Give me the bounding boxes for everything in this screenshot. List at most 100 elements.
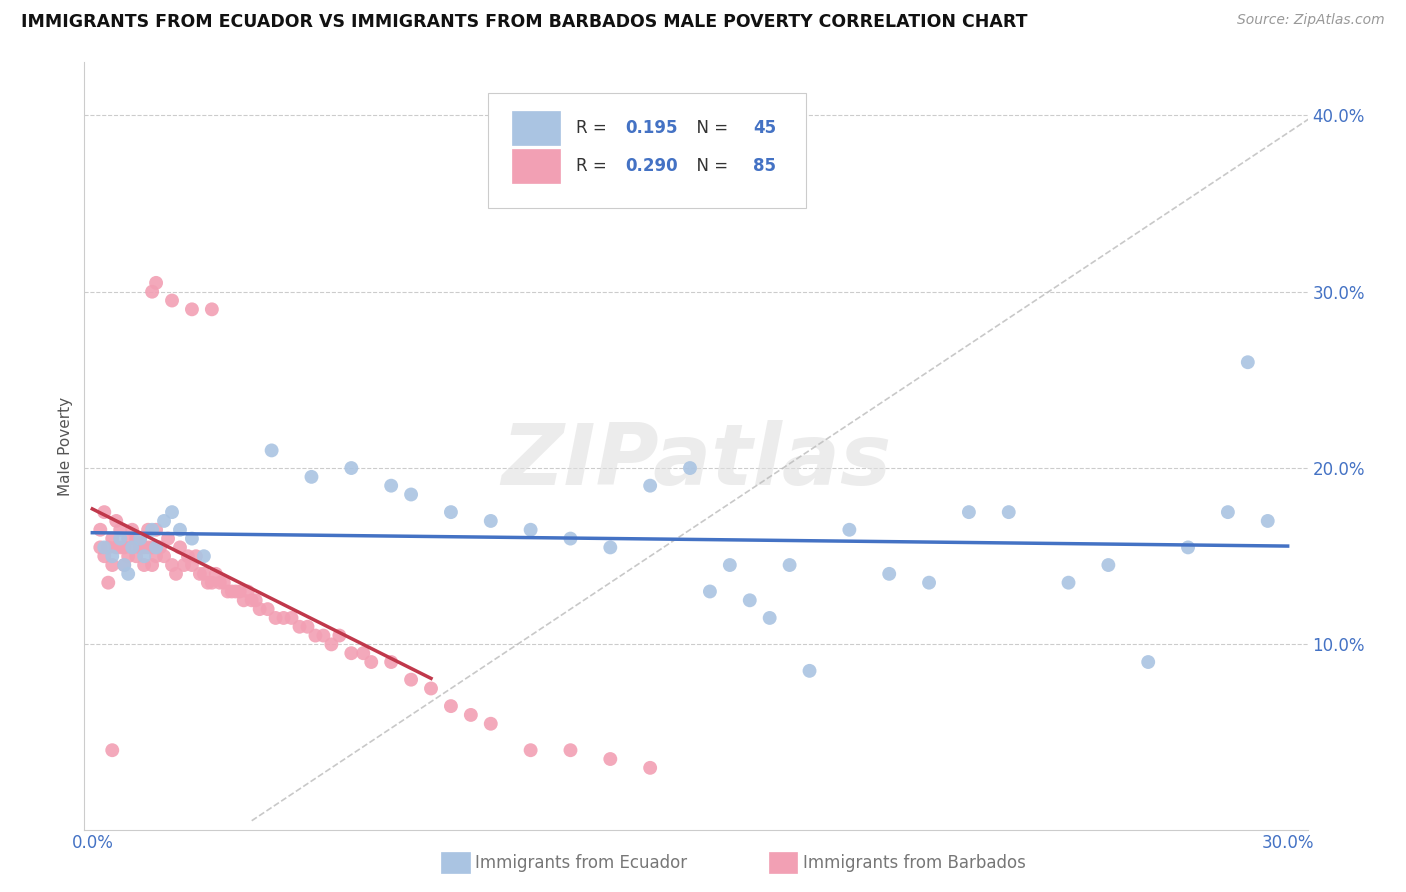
Point [957, 505, 980, 519]
Point [599, 541, 621, 555]
Point [519, 523, 541, 537]
Text: 85: 85 [754, 157, 776, 175]
Point [479, 514, 502, 528]
Point [997, 505, 1019, 519]
Point [1137, 655, 1160, 669]
Point [101, 743, 124, 757]
Point [236, 584, 259, 599]
Point [110, 541, 132, 555]
Point [101, 558, 124, 572]
Point [1257, 514, 1279, 528]
Text: N =: N = [686, 119, 734, 136]
Point [599, 752, 621, 766]
Point [321, 637, 343, 651]
Point [779, 558, 801, 572]
Point [129, 541, 152, 555]
Point [93, 549, 115, 564]
Point [217, 584, 239, 599]
Point [136, 523, 159, 537]
Point [380, 655, 402, 669]
Point [117, 566, 139, 581]
Point [758, 611, 780, 625]
Point [97, 541, 120, 555]
Point [399, 673, 422, 687]
Text: R =: R = [576, 119, 612, 136]
Text: IMMIGRANTS FROM ECUADOR VS IMMIGRANTS FROM BARBADOS MALE POVERTY CORRELATION CHA: IMMIGRANTS FROM ECUADOR VS IMMIGRANTS FR… [21, 13, 1028, 31]
Point [105, 541, 128, 555]
Point [141, 541, 163, 555]
Point [273, 611, 295, 625]
Point [145, 523, 167, 537]
Point [260, 443, 283, 458]
Point [838, 523, 860, 537]
Point [212, 575, 235, 590]
Point [125, 532, 148, 546]
Point [225, 584, 247, 599]
Y-axis label: Male Poverty: Male Poverty [58, 396, 73, 496]
Point [101, 532, 124, 546]
Point [440, 505, 463, 519]
Point [129, 532, 152, 546]
Point [153, 549, 176, 564]
Point [157, 532, 180, 546]
Point [149, 541, 172, 555]
FancyBboxPatch shape [488, 93, 806, 208]
Text: Source: ZipAtlas.com: Source: ZipAtlas.com [1237, 13, 1385, 28]
Point [193, 549, 215, 564]
Point [280, 611, 302, 625]
Point [340, 646, 363, 660]
Point [1177, 541, 1199, 555]
Point [169, 541, 191, 555]
Point [177, 549, 200, 564]
Point [121, 541, 143, 555]
Point [145, 541, 167, 555]
Point [201, 575, 224, 590]
Point [181, 302, 204, 317]
Text: R =: R = [576, 157, 612, 175]
Point [519, 743, 541, 757]
Point [117, 549, 139, 564]
Point [304, 629, 326, 643]
Point [312, 629, 335, 643]
Point [110, 523, 132, 537]
Point [1236, 355, 1258, 369]
Point [112, 541, 135, 555]
Point [229, 584, 252, 599]
Point [249, 602, 271, 616]
Point [160, 558, 183, 572]
Point [165, 566, 187, 581]
Text: N =: N = [686, 157, 734, 175]
Point [679, 461, 702, 475]
Point [112, 558, 135, 572]
Point [89, 541, 111, 555]
Point [125, 549, 148, 564]
Point [221, 584, 243, 599]
Point [184, 549, 207, 564]
Point [256, 602, 278, 616]
Point [181, 558, 204, 572]
Point [153, 514, 176, 528]
Point [301, 470, 323, 484]
Point [1097, 558, 1119, 572]
Point [205, 566, 228, 581]
Point [420, 681, 443, 696]
Point [93, 541, 115, 555]
Point [145, 276, 167, 290]
Point [232, 593, 254, 607]
Point [638, 761, 661, 775]
Point [121, 523, 143, 537]
Point [877, 566, 900, 581]
Point [560, 532, 582, 546]
Point [112, 558, 135, 572]
Point [297, 620, 319, 634]
Point [141, 523, 163, 537]
Point [918, 575, 941, 590]
Point [718, 558, 741, 572]
Text: ZIPatlas: ZIPatlas [501, 420, 891, 503]
Point [440, 699, 463, 714]
Point [460, 707, 482, 722]
Point [97, 575, 120, 590]
Point [328, 629, 350, 643]
Point [136, 541, 159, 555]
Point [799, 664, 821, 678]
